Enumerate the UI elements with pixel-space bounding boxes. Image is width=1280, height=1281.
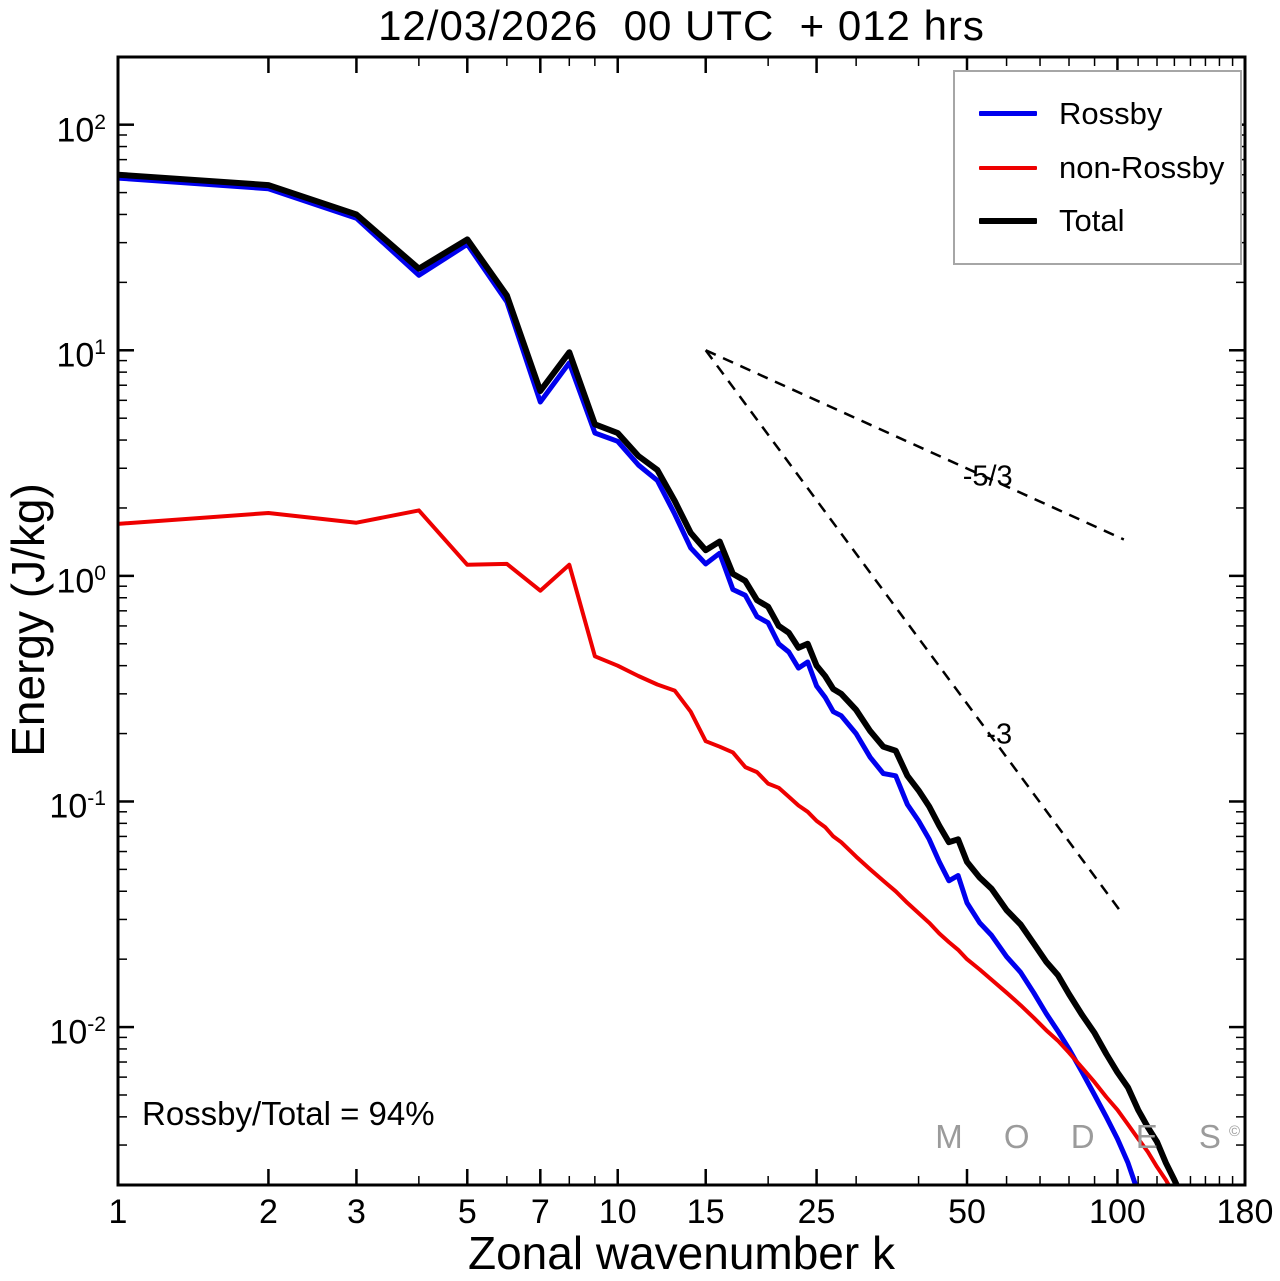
legend-label: non-Rossby xyxy=(1059,149,1225,185)
rossby-line-swatch xyxy=(979,111,1037,117)
figure-title: 12/03/2026 00 UTC + 012 hrs xyxy=(378,2,985,49)
legend-label: Total xyxy=(1059,203,1125,239)
spectra-curves xyxy=(118,171,1180,1185)
x-axis-label: Zonal wavenumber k xyxy=(468,1227,895,1279)
copyright-mark: © xyxy=(1228,1123,1240,1140)
total-line-swatch xyxy=(979,218,1037,225)
y-tick-label: 102 xyxy=(56,110,106,149)
slope-label-3: -3 xyxy=(986,718,1013,751)
rossby-total-ratio-annotation: Rossby/Total = 94% xyxy=(142,1095,435,1132)
x-tick-label: 100 xyxy=(1089,1193,1146,1231)
series-line-total xyxy=(118,171,1180,1185)
legend-item-non-rossby: non-Rossby xyxy=(979,150,1240,186)
legend-item-total: Total xyxy=(979,203,1240,239)
x-tick-label: 3 xyxy=(346,1193,366,1231)
legend-item-rossby: Rossby xyxy=(979,96,1240,132)
x-tick-label: 180 xyxy=(1216,1193,1274,1231)
y-tick-label: 10-2 xyxy=(49,1013,106,1052)
x-tick-label: 15 xyxy=(686,1193,725,1231)
series-line-non-rossby xyxy=(118,508,1172,1185)
y-tick-label: 10-1 xyxy=(49,787,106,826)
x-tick-label: 50 xyxy=(948,1193,986,1231)
x-tick-label: 25 xyxy=(797,1193,836,1231)
x-tick-label: 7 xyxy=(530,1193,550,1231)
y-tick-label: 101 xyxy=(56,336,106,375)
legend: Rossby non-Rossby Total xyxy=(953,70,1242,265)
x-tick-label: 10 xyxy=(598,1193,637,1231)
y-tick-label: 100 xyxy=(56,561,106,601)
non-rossby-line-swatch xyxy=(979,165,1037,170)
x-tick-label: 2 xyxy=(258,1193,278,1231)
slope-label-53: -5/3 xyxy=(962,460,1013,493)
legend-label: Rossby xyxy=(1059,95,1163,131)
reference-slope-lines xyxy=(704,349,1125,911)
modes-watermark-text: M O D E S xyxy=(935,1118,1237,1155)
modes-watermark: M O D E S© xyxy=(935,1118,1240,1156)
series-line-rossby xyxy=(118,175,1139,1185)
y-axis-label: Energy (J/kg) xyxy=(2,483,54,757)
x-tick-label: 1 xyxy=(108,1193,128,1231)
x-tick-label: 5 xyxy=(457,1193,477,1231)
plot-frame xyxy=(116,55,1247,1187)
